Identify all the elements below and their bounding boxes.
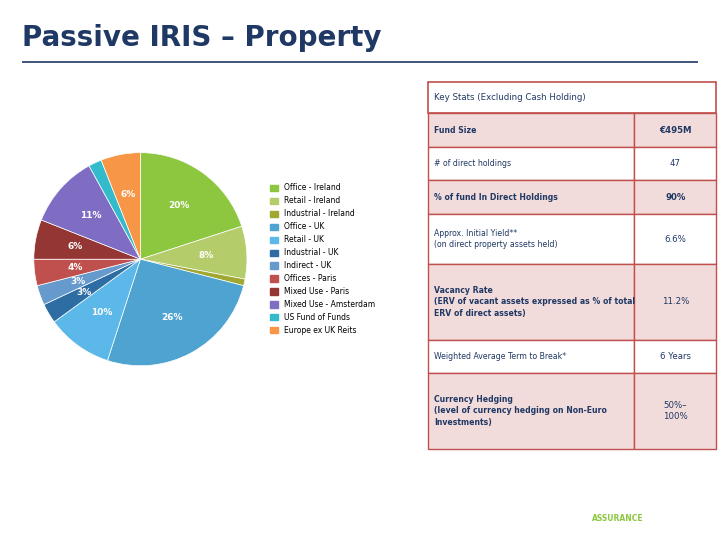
Text: NEW IRELAND: NEW IRELAND bbox=[580, 487, 672, 500]
Text: Currency Hedging
(level of currency hedging on Non-Euro
Investments): Currency Hedging (level of currency hedg… bbox=[434, 395, 607, 427]
Text: 6%: 6% bbox=[120, 190, 135, 199]
FancyBboxPatch shape bbox=[634, 264, 716, 340]
Text: 47: 47 bbox=[670, 159, 681, 168]
FancyBboxPatch shape bbox=[428, 340, 634, 373]
Wedge shape bbox=[102, 153, 140, 259]
Text: 55: 55 bbox=[65, 511, 77, 521]
FancyBboxPatch shape bbox=[634, 340, 716, 373]
Text: 6 Years: 6 Years bbox=[660, 352, 691, 361]
Text: Weighted Average Term to Break*: Weighted Average Term to Break* bbox=[434, 352, 567, 361]
Text: 26%: 26% bbox=[161, 313, 183, 322]
Text: 90%: 90% bbox=[665, 193, 685, 202]
Text: Fund Size: Fund Size bbox=[434, 126, 477, 134]
FancyBboxPatch shape bbox=[428, 180, 634, 214]
FancyBboxPatch shape bbox=[634, 214, 716, 264]
FancyBboxPatch shape bbox=[428, 373, 634, 449]
Wedge shape bbox=[34, 220, 140, 259]
Text: 3%: 3% bbox=[76, 288, 91, 298]
Text: 4%: 4% bbox=[67, 263, 83, 272]
Text: 11%: 11% bbox=[80, 211, 102, 220]
Text: 10%: 10% bbox=[91, 308, 112, 317]
Text: 50%–
100%: 50%– 100% bbox=[663, 401, 688, 421]
Text: €495M: €495M bbox=[659, 126, 692, 134]
Text: Vacancy Rate
(ERV of vacant assets expressed as % of total
ERV of direct assets): Vacancy Rate (ERV of vacant assets expre… bbox=[434, 286, 635, 318]
FancyBboxPatch shape bbox=[428, 113, 634, 147]
Wedge shape bbox=[140, 226, 247, 279]
Wedge shape bbox=[107, 259, 243, 366]
FancyBboxPatch shape bbox=[634, 180, 716, 214]
Text: 6.6%: 6.6% bbox=[665, 235, 686, 244]
Text: 6%: 6% bbox=[68, 242, 83, 251]
Text: ASSURANCE: ASSURANCE bbox=[592, 514, 644, 523]
Text: 11.2%: 11.2% bbox=[662, 298, 689, 307]
Wedge shape bbox=[37, 259, 140, 305]
Text: 8%: 8% bbox=[199, 251, 214, 260]
Wedge shape bbox=[41, 166, 140, 259]
Text: Passive IRIS – Property: Passive IRIS – Property bbox=[22, 24, 381, 52]
Text: 3%: 3% bbox=[71, 277, 86, 286]
Wedge shape bbox=[140, 259, 245, 286]
Text: Key Stats (Excluding Cash Holding): Key Stats (Excluding Cash Holding) bbox=[434, 93, 586, 102]
Wedge shape bbox=[34, 259, 140, 286]
FancyBboxPatch shape bbox=[428, 264, 634, 340]
Text: # of direct holdings: # of direct holdings bbox=[434, 159, 511, 168]
Text: Approx. Initial Yield**
(on direct property assets held): Approx. Initial Yield** (on direct prope… bbox=[434, 229, 558, 249]
Wedge shape bbox=[89, 160, 140, 259]
FancyBboxPatch shape bbox=[428, 82, 716, 113]
Legend: Office - Ireland, Retail - Ireland, Industrial - Ireland, Office - UK, Retail - : Office - Ireland, Retail - Ireland, Indu… bbox=[270, 184, 375, 335]
Wedge shape bbox=[44, 259, 140, 322]
Text: % of fund In Direct Holdings: % of fund In Direct Holdings bbox=[434, 193, 558, 202]
Text: 55: 55 bbox=[65, 480, 77, 490]
FancyBboxPatch shape bbox=[428, 147, 634, 180]
FancyBboxPatch shape bbox=[634, 113, 716, 147]
Wedge shape bbox=[54, 259, 140, 361]
Text: 20%: 20% bbox=[168, 201, 190, 210]
FancyBboxPatch shape bbox=[428, 214, 634, 264]
FancyBboxPatch shape bbox=[634, 373, 716, 449]
FancyBboxPatch shape bbox=[634, 147, 716, 180]
Wedge shape bbox=[140, 153, 242, 259]
Text: Source: SSgA. All data is at 31 March 2014 unless otherwise stated subject to ch: Source: SSgA. All data is at 31 March 20… bbox=[101, 474, 539, 505]
